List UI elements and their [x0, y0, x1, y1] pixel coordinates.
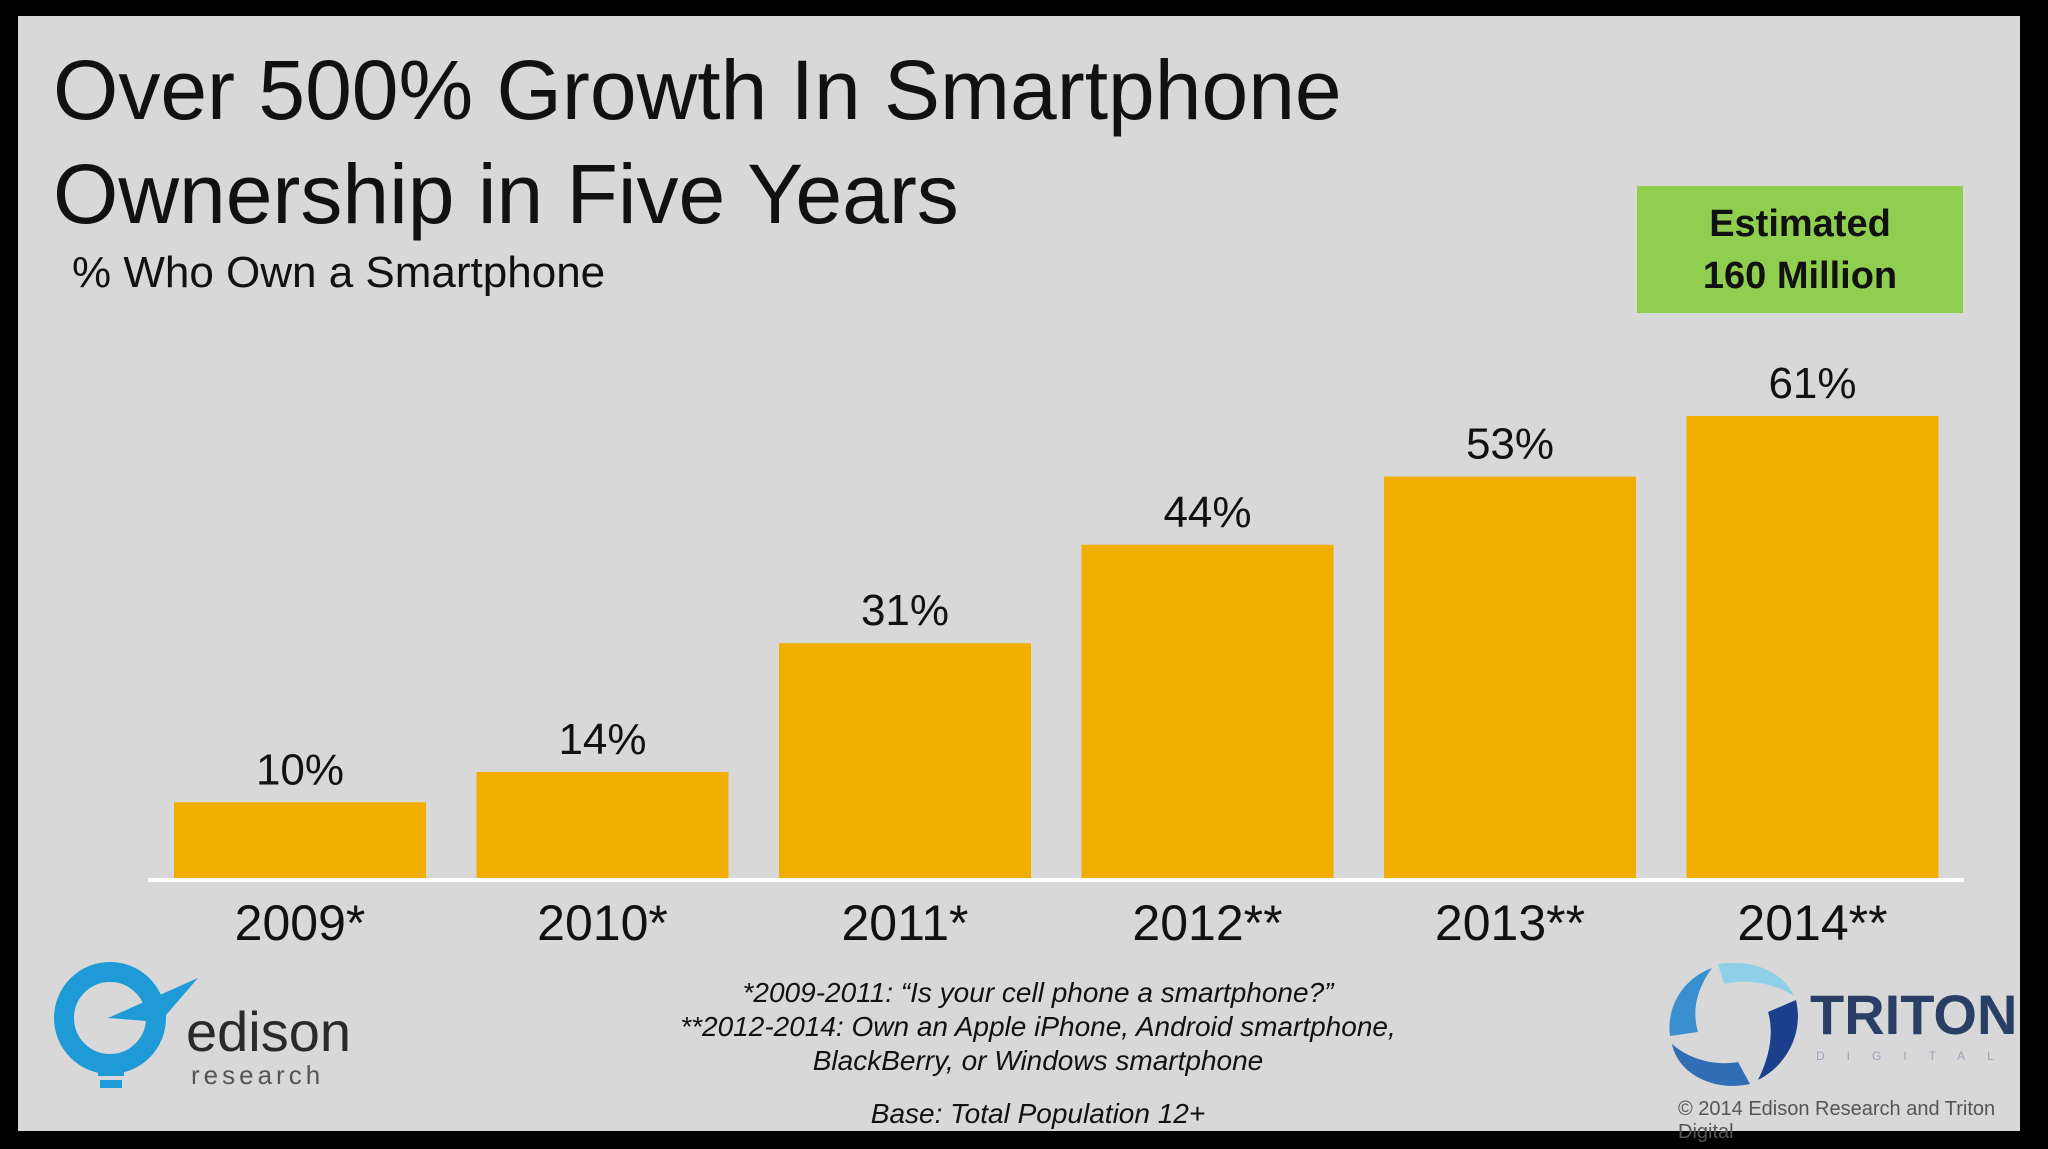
- lightbulb-logo-icon: [54, 962, 198, 1088]
- footnote-line1: *2009-2011: “Is your cell phone a smartp…: [742, 977, 1334, 1008]
- estimate-callout: Estimated 160 Million: [1637, 186, 1963, 313]
- data-label-5: 61%: [1768, 359, 1856, 408]
- data-label-0: 10%: [256, 745, 344, 794]
- triton-wordmark: TRITON: [1810, 983, 2017, 1046]
- callout-line1: Estimated: [1709, 202, 1891, 245]
- bar-5: [1686, 416, 1939, 878]
- bar-0: [174, 802, 426, 878]
- footnotes: *2009-2011: “Is your cell phone a smartp…: [638, 976, 1438, 1078]
- x-tick-label-2: 2011*: [842, 895, 969, 951]
- x-tick-label-4: 2013**: [1435, 895, 1585, 951]
- x-tick-label-1: 2010*: [537, 895, 668, 951]
- base-note: Base: Total Population 12+: [870, 1098, 1206, 1129]
- edison-research-logo: edison research: [54, 962, 351, 1090]
- x-tick-label-3: 2012**: [1132, 895, 1282, 951]
- data-label-2: 31%: [861, 586, 949, 635]
- copyright: © 2014 Edison Research and Triton Digita…: [1678, 1098, 1996, 1143]
- chart-title: Over 500% Growth In Smartphone Ownership…: [53, 43, 1342, 241]
- callout-line2: 160 Million: [1702, 254, 1898, 297]
- triton-digital-logo: TRITON DIGITAL: [1669, 962, 2017, 1086]
- triton-subword: DIGITAL: [1816, 1049, 2016, 1063]
- chart-subtitle: % Who Own a Smartphone: [72, 248, 606, 297]
- edison-subword: research: [191, 1060, 324, 1090]
- x-tick-label-5: 2014**: [1737, 895, 1887, 951]
- bar-3: [1081, 544, 1334, 878]
- bar-4: [1384, 476, 1636, 878]
- footnote-line2: **2012-2014: Own an Apple iPhone, Androi…: [680, 1011, 1396, 1042]
- bar-1: [476, 771, 729, 878]
- footnote-line3: BlackBerry, or Windows smartphone: [812, 1045, 1264, 1076]
- bar-2: [779, 643, 1031, 878]
- bar-chart: 10% 2009* 14% 2010* 31% 2011* 44% 2012** 53% 2013…: [148, 359, 1964, 951]
- data-label-4: 53%: [1466, 420, 1554, 469]
- x-tick-label-0: 2009*: [235, 895, 366, 951]
- triton-swirl-logo-icon: [1669, 962, 1798, 1086]
- edison-wordmark: edison: [186, 1000, 351, 1063]
- data-label-1: 14%: [558, 715, 646, 764]
- slide: Over 500% Growth In Smartphone Ownership…: [18, 16, 2020, 1143]
- data-label-3: 44%: [1163, 488, 1251, 537]
